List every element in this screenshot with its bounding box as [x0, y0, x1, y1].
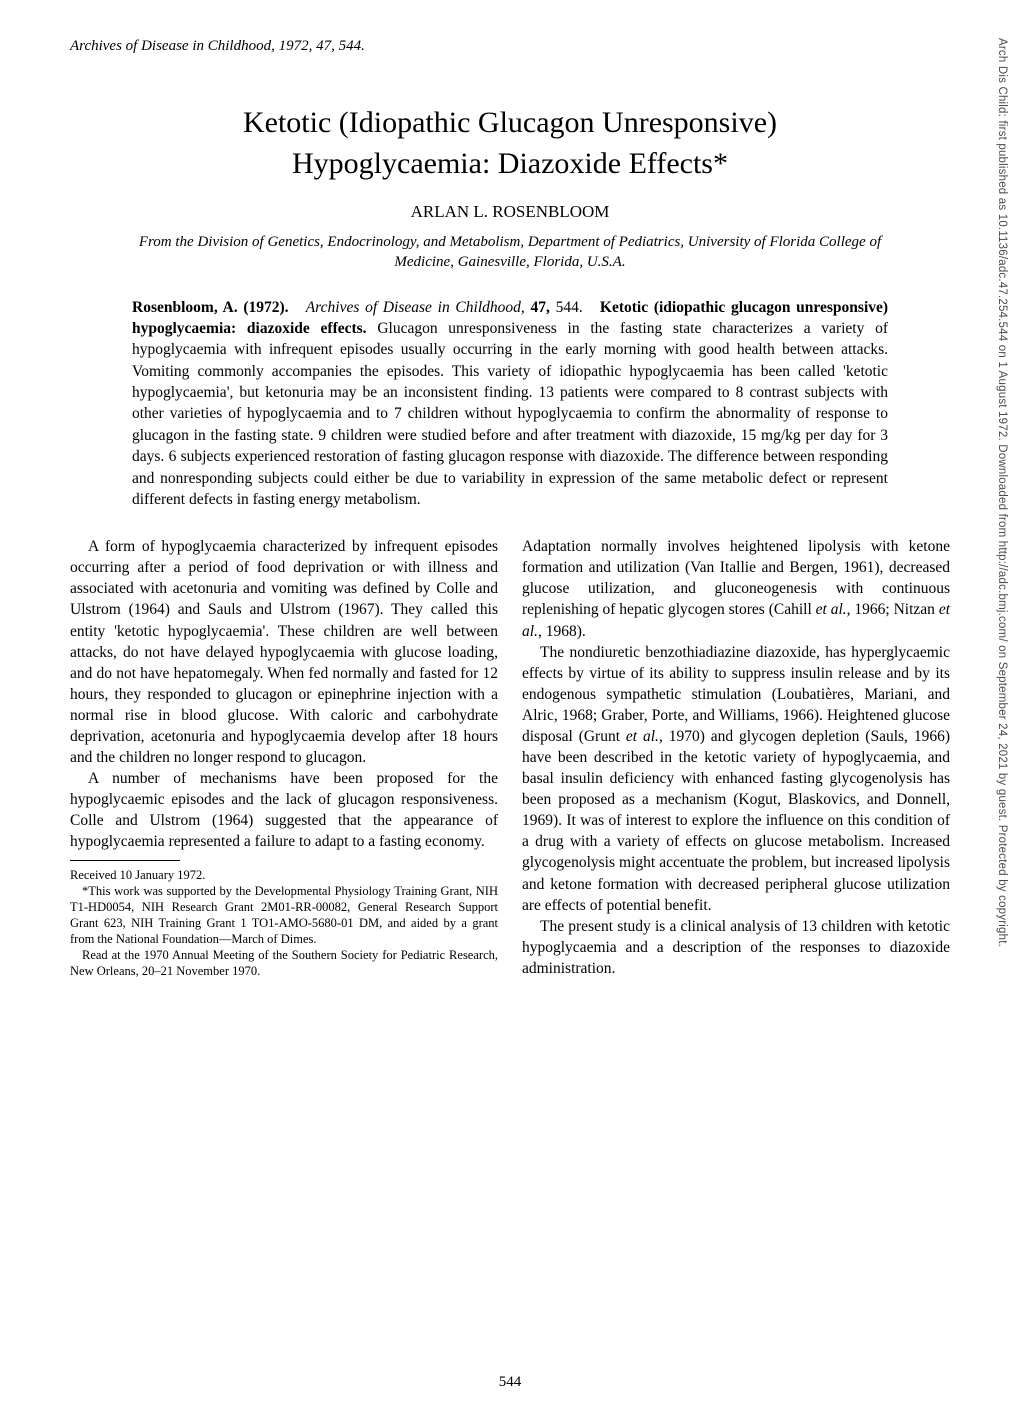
page-number: 544 — [0, 1374, 1020, 1391]
right-column: Adaptation normally involves heightened … — [522, 536, 950, 979]
article-title: Ketotic (Idiopathic Glucagon Unresponsiv… — [70, 103, 950, 184]
copyright-sidebar: Arch Dis Child: first published as 10.11… — [986, 38, 1008, 1387]
author-affiliation: From the Division of Genetics, Endocrino… — [70, 232, 950, 273]
right-p2-b: , 1970) and glycogen depletion (Sauls, 1… — [522, 728, 950, 914]
footnote-support: *This work was supported by the Developm… — [70, 883, 498, 947]
right-para-1: Adaptation normally involves heightened … — [522, 536, 950, 641]
footnote-read-at: Read at the 1970 Annual Meeting of the S… — [70, 947, 498, 979]
footnote-received: Received 10 January 1972. — [70, 867, 498, 883]
title-line-2: Hypoglycaemia: Diazoxide Effects* — [292, 147, 728, 180]
abstract-volume: 47, — [531, 299, 550, 316]
footnotes-block: Received 10 January 1972. *This work was… — [70, 867, 498, 979]
title-line-1: Ketotic (Idiopathic Glucagon Unresponsiv… — [243, 106, 777, 139]
left-para-2: A number of mechanisms have been propose… — [70, 768, 498, 852]
left-para-1: A form of hypoglycaemia characterized by… — [70, 536, 498, 768]
abstract-citation-lead: Rosenbloom, A. (1972). — [132, 299, 289, 316]
et-al-3: et al. — [626, 728, 659, 745]
abstract-block: Rosenbloom, A. (1972). Archives of Disea… — [70, 297, 950, 511]
abstract-page: 544. — [556, 299, 583, 316]
right-para-2: The nondiuretic benzothiadiazine diazoxi… — [522, 642, 950, 916]
right-p1-c: , 1968). — [538, 623, 586, 640]
right-p1-b: , 1966; Nitzan — [847, 601, 939, 618]
journal-reference: Archives of Disease in Childhood, 1972, … — [70, 38, 950, 55]
right-para-3: The present study is a clinical analysis… — [522, 916, 950, 979]
abstract-journal-italic: Archives of Disease in Childhood, — [306, 299, 525, 316]
author-name: ARLAN L. ROSENBLOOM — [70, 202, 950, 222]
left-column: A form of hypoglycaemia characterized by… — [70, 536, 498, 979]
et-al-1: et al. — [816, 601, 847, 618]
abstract-body: Glucagon unresponsiveness in the fasting… — [132, 320, 888, 508]
body-columns: A form of hypoglycaemia characterized by… — [70, 536, 950, 979]
footnote-rule — [70, 860, 180, 861]
